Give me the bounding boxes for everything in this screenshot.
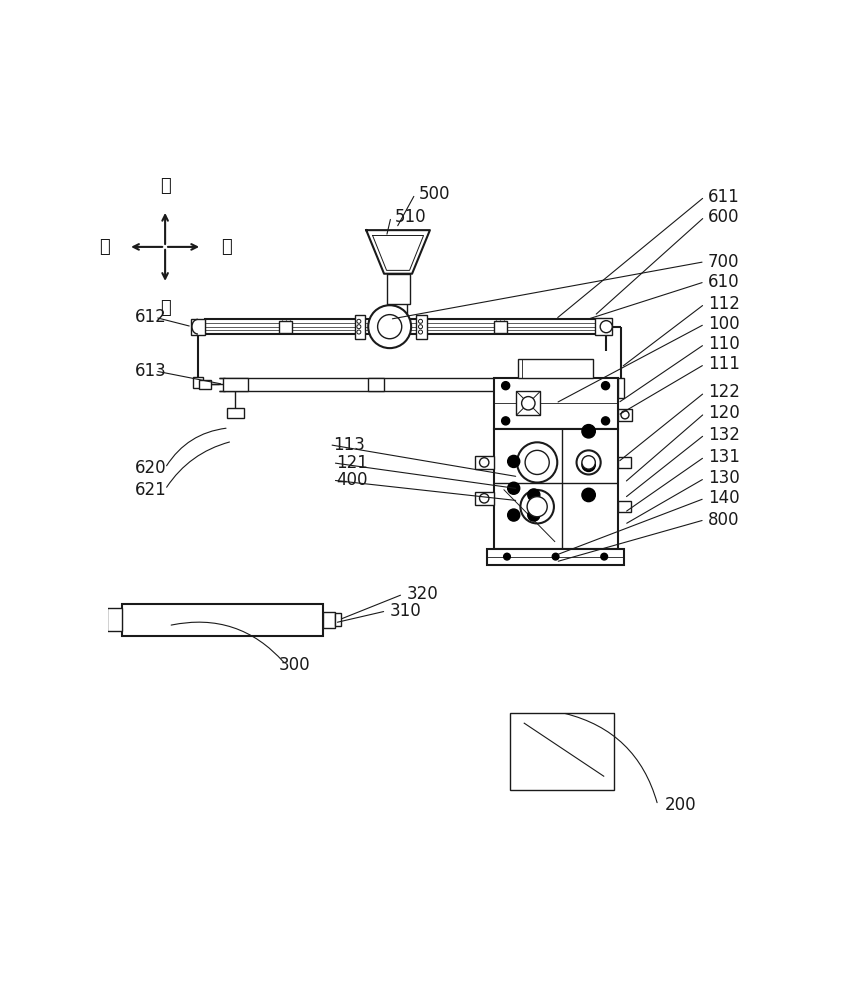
Bar xyxy=(121,604,323,636)
Circle shape xyxy=(528,489,540,501)
Bar xyxy=(475,456,494,469)
Text: 112: 112 xyxy=(708,295,740,313)
Text: 600: 600 xyxy=(708,208,740,226)
Circle shape xyxy=(517,442,557,483)
Text: 110: 110 xyxy=(708,335,740,353)
Bar xyxy=(335,613,342,626)
Bar xyxy=(223,378,247,391)
Bar xyxy=(190,319,205,335)
Circle shape xyxy=(528,509,540,521)
Text: 121: 121 xyxy=(336,454,368,472)
Circle shape xyxy=(527,497,548,517)
Bar xyxy=(618,457,631,468)
Text: 下: 下 xyxy=(160,299,170,317)
Bar xyxy=(279,321,292,333)
Text: 310: 310 xyxy=(389,602,421,620)
Polygon shape xyxy=(366,230,430,274)
Circle shape xyxy=(582,458,595,471)
Circle shape xyxy=(357,330,361,334)
Bar xyxy=(475,492,494,505)
Bar xyxy=(355,315,365,339)
Circle shape xyxy=(621,411,629,419)
Bar xyxy=(510,713,614,790)
Circle shape xyxy=(525,450,549,474)
Circle shape xyxy=(601,553,607,560)
Circle shape xyxy=(419,330,422,334)
Text: 800: 800 xyxy=(708,511,740,529)
Bar xyxy=(516,391,541,415)
Text: 400: 400 xyxy=(336,471,368,489)
Circle shape xyxy=(368,305,411,348)
Bar xyxy=(576,382,584,387)
Circle shape xyxy=(577,450,600,474)
Bar xyxy=(323,612,335,628)
Bar xyxy=(494,429,618,549)
Text: 611: 611 xyxy=(708,188,740,206)
Bar xyxy=(227,408,244,418)
Text: 右: 右 xyxy=(221,238,232,256)
Circle shape xyxy=(601,417,610,425)
Circle shape xyxy=(419,319,422,323)
Circle shape xyxy=(479,494,489,503)
Circle shape xyxy=(357,325,361,329)
Circle shape xyxy=(582,456,595,469)
Text: 130: 130 xyxy=(708,469,740,487)
Circle shape xyxy=(601,382,610,390)
Circle shape xyxy=(502,382,509,390)
Text: 320: 320 xyxy=(407,585,439,603)
Text: 500: 500 xyxy=(419,185,450,203)
Text: 131: 131 xyxy=(708,448,740,466)
Text: 132: 132 xyxy=(708,426,740,444)
Circle shape xyxy=(521,490,554,523)
Text: 140: 140 xyxy=(708,489,740,507)
Circle shape xyxy=(552,553,559,560)
Text: 612: 612 xyxy=(135,308,167,326)
Bar xyxy=(494,378,618,429)
Circle shape xyxy=(479,458,489,467)
Text: 610: 610 xyxy=(708,273,740,291)
Circle shape xyxy=(600,321,612,333)
Text: 122: 122 xyxy=(708,383,740,401)
Circle shape xyxy=(503,553,510,560)
Text: 120: 120 xyxy=(708,404,740,422)
Text: 300: 300 xyxy=(279,656,311,674)
Bar xyxy=(494,321,507,333)
Bar xyxy=(205,319,601,334)
Circle shape xyxy=(508,455,520,467)
Circle shape xyxy=(508,482,520,494)
Text: 620: 620 xyxy=(135,459,167,477)
Bar xyxy=(193,377,203,388)
Bar xyxy=(618,378,625,398)
Circle shape xyxy=(522,397,535,410)
Text: 510: 510 xyxy=(394,208,426,226)
Bar xyxy=(368,378,384,391)
Circle shape xyxy=(582,425,595,438)
Bar xyxy=(595,318,612,335)
Text: 200: 200 xyxy=(664,796,696,814)
Text: 621: 621 xyxy=(135,481,167,499)
Bar xyxy=(387,274,409,304)
Circle shape xyxy=(502,417,509,425)
Text: 700: 700 xyxy=(708,253,740,271)
Circle shape xyxy=(528,455,540,467)
Bar xyxy=(487,549,625,565)
Circle shape xyxy=(508,509,520,521)
Circle shape xyxy=(378,315,401,339)
Bar xyxy=(199,380,211,389)
Circle shape xyxy=(582,488,595,502)
Circle shape xyxy=(357,319,361,323)
Bar xyxy=(618,501,631,512)
Bar xyxy=(417,315,426,339)
Text: 613: 613 xyxy=(135,362,167,380)
Bar xyxy=(518,359,593,378)
Bar xyxy=(618,409,632,421)
Text: 111: 111 xyxy=(708,355,740,373)
Circle shape xyxy=(419,325,422,329)
Text: 上: 上 xyxy=(160,177,170,195)
Text: 113: 113 xyxy=(333,436,364,454)
Text: 左: 左 xyxy=(99,238,110,256)
Bar xyxy=(106,608,121,631)
Text: 100: 100 xyxy=(708,315,740,333)
